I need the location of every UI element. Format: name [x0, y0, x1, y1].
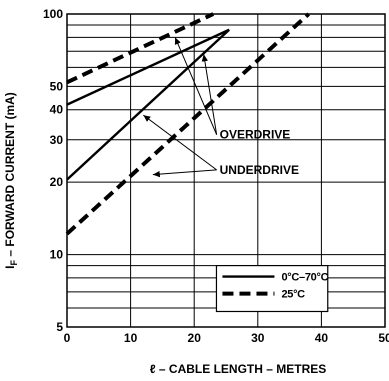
y-axis-title-text: – FORWARD CURRENT (mA) — [3, 92, 17, 260]
annotation-arrow — [152, 169, 217, 178]
x-tick-label: 50 — [378, 331, 389, 345]
x-axis-title: ℓ – CABLE LENGTH – METRES — [150, 362, 327, 376]
y-tick-label: 40 — [50, 103, 64, 117]
y-axis-title-subscript: F — [9, 259, 19, 265]
plot-frame — [66, 13, 386, 328]
legend-label: 25°C — [281, 289, 305, 301]
x-tick-label: 30 — [251, 331, 265, 345]
x-tick-label: 10 — [124, 331, 138, 345]
annotations: OVERDRIVE UNDERDRIVE — [143, 37, 299, 178]
series-line-underdrive-0-70c — [66, 28, 230, 181]
annotation-label-overdrive: OVERDRIVE — [220, 128, 291, 142]
annotation-label-underdrive: UNDERDRIVE — [220, 163, 299, 177]
annotation-arrow — [143, 114, 217, 171]
series-lines — [65, 12, 311, 236]
y-axis-title: IF – FORWARD CURRENT (mA) — [3, 92, 19, 269]
annotation-arrow — [174, 37, 218, 135]
series-line-underdrive-25c — [65, 12, 311, 236]
y-tick-label: 50 — [50, 79, 64, 93]
y-tick-label: 30 — [50, 133, 64, 147]
y-tick-label: 20 — [50, 175, 64, 189]
x-tick-label: 0 — [64, 331, 71, 345]
x-tick-label: 20 — [188, 331, 202, 345]
y-axis-title-symbol: I — [3, 265, 17, 268]
legend: 0°C–70°C 25°C — [222, 272, 329, 301]
x-tick-label: 40 — [315, 331, 329, 345]
annotation-arrow — [201, 54, 218, 135]
y-tick-label: 100 — [43, 7, 63, 21]
series-line-overdrive-25c — [66, 12, 215, 85]
tick-labels: 0 10 20 30 40 50 5 10 20 30 40 50 100 — [43, 7, 389, 345]
y-tick-label: 5 — [56, 320, 63, 334]
series-line-overdrive-0-70c — [66, 28, 230, 106]
y-tick-label: 10 — [50, 248, 64, 262]
legend-box — [215, 264, 329, 313]
legend-label: 0°C–70°C — [281, 272, 328, 284]
